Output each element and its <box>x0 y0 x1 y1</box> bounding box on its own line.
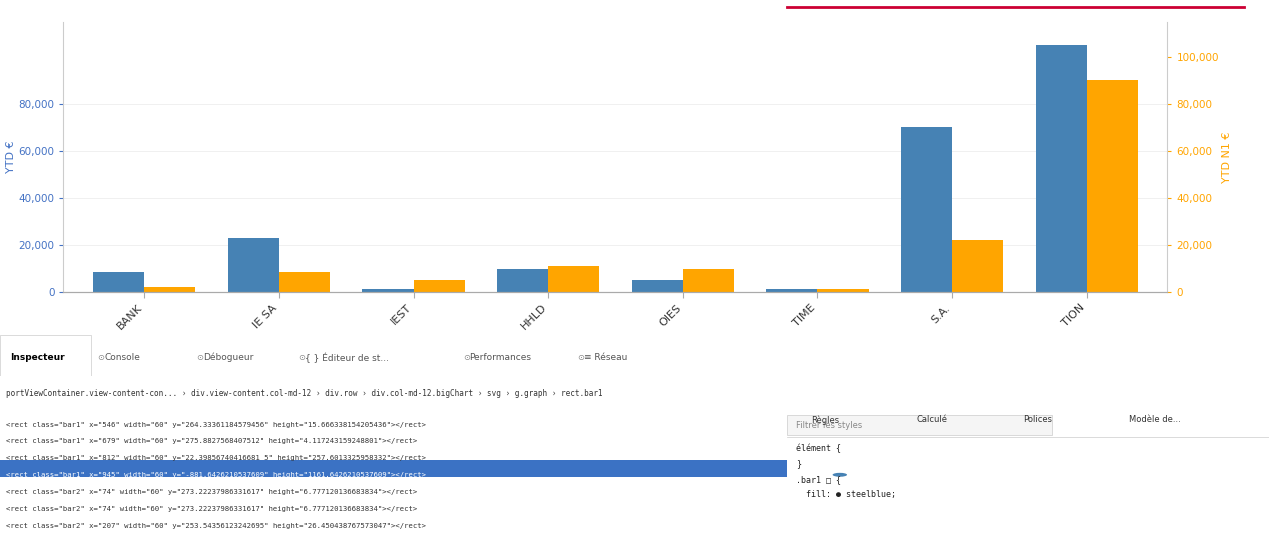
Text: ≡ Réseau: ≡ Réseau <box>584 353 627 362</box>
Bar <box>548 266 599 292</box>
Text: <rect class="bar2" x="74" width="60" y="273.22237986331617" height="6.7771201366: <rect class="bar2" x="74" width="60" y="… <box>6 506 418 512</box>
Bar <box>497 269 548 292</box>
Bar <box>145 287 195 292</box>
Bar <box>632 280 683 292</box>
Bar <box>817 288 868 292</box>
Bar <box>1086 81 1138 292</box>
Bar <box>414 280 464 292</box>
Bar <box>901 128 952 292</box>
Text: ⊙: ⊙ <box>98 353 105 362</box>
Text: Performances: Performances <box>470 353 532 362</box>
Text: fill: ● steelblue;: fill: ● steelblue; <box>797 490 896 499</box>
Text: <rect class="bar1" x="945" width="60" y="-881.6426210537609" height="1161.642621: <rect class="bar1" x="945" width="60" y=… <box>6 472 426 478</box>
Text: Débogueur: Débogueur <box>203 353 254 362</box>
Text: ⊙: ⊙ <box>197 353 204 362</box>
Text: élément {: élément { <box>797 444 841 453</box>
Bar <box>766 289 817 292</box>
Text: Filtrer les styles: Filtrer les styles <box>797 421 863 430</box>
Text: Console: Console <box>104 353 140 362</box>
Text: { } Éditeur de st...: { } Éditeur de st... <box>305 353 388 363</box>
Circle shape <box>832 473 848 477</box>
Text: .bar1 □ {: .bar1 □ { <box>797 475 841 484</box>
Text: Calculé: Calculé <box>917 415 948 424</box>
Text: Polices: Polices <box>1023 415 1052 424</box>
Bar <box>227 238 279 292</box>
Bar <box>93 272 145 292</box>
Text: <rect class="bar2" x="207" width="60" y="253.54356123242695" height="26.45043876: <rect class="bar2" x="207" width="60" y=… <box>6 523 426 529</box>
Text: }: } <box>797 459 802 468</box>
Text: Inspecteur: Inspecteur <box>10 353 65 362</box>
Text: portViewContainer.view-content-con... › div.view-content.col-md-12 › div.row › d: portViewContainer.view-content-con... › … <box>6 389 603 398</box>
Text: ⊙: ⊙ <box>463 353 471 362</box>
Bar <box>787 415 1052 434</box>
FancyBboxPatch shape <box>0 335 91 376</box>
Text: <rect class="bar1" x="812" width="60" y="22.39856740416681 5" height="257.601332: <rect class="bar1" x="812" width="60" y=… <box>6 456 426 461</box>
Text: ⊙: ⊙ <box>577 353 585 362</box>
Bar <box>1036 45 1086 292</box>
Bar <box>363 289 414 292</box>
Bar <box>279 272 330 292</box>
Text: Règles: Règles <box>811 415 839 425</box>
Text: <rect class="bar1" x="679" width="60" y="275.8827568407512" height="4.1172431592: <rect class="bar1" x="679" width="60" y=… <box>6 438 418 444</box>
Y-axis label: YTD €: YTD € <box>5 141 15 173</box>
Bar <box>952 240 1004 292</box>
Text: ⊙: ⊙ <box>298 353 306 362</box>
Text: <rect class="bar2" x="74" width="60" y="273.22237986331617" height="6.7771201366: <rect class="bar2" x="74" width="60" y="… <box>6 489 418 495</box>
Text: <rect class="bar1" x="546" width="60" y="264.33361184579456" height="15.66633815: <rect class="bar1" x="546" width="60" y=… <box>6 421 426 427</box>
Bar <box>0 460 787 477</box>
Y-axis label: YTD N1 €: YTD N1 € <box>1222 131 1232 182</box>
Bar <box>683 269 733 292</box>
Text: Modèle de...: Modèle de... <box>1129 415 1181 424</box>
